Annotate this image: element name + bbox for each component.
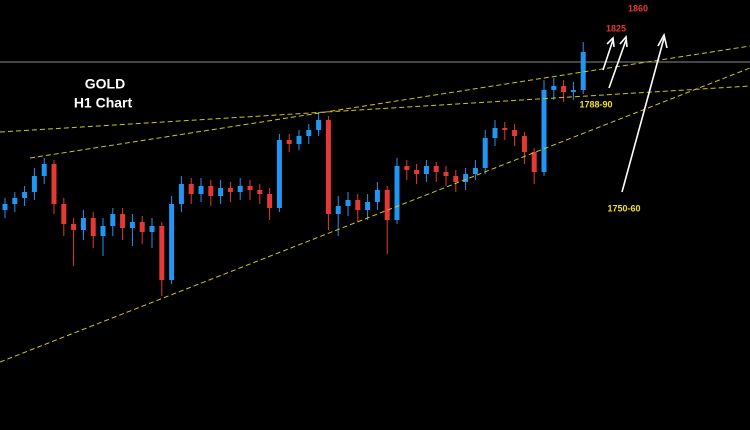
candle-body xyxy=(2,204,8,210)
candle-body xyxy=(423,166,429,174)
candle-body xyxy=(90,218,96,236)
candle-body xyxy=(472,168,478,174)
candle-body xyxy=(443,172,449,176)
candle-body xyxy=(384,190,390,220)
candle-body xyxy=(561,86,567,92)
candle-body xyxy=(120,214,126,228)
candle-body xyxy=(51,164,57,204)
chart-title: GOLD xyxy=(85,76,125,92)
candle-body xyxy=(139,222,145,232)
candle-body xyxy=(169,204,175,280)
candle-body xyxy=(512,130,518,136)
candle-body xyxy=(110,214,116,226)
candle-body xyxy=(414,170,420,174)
arrow-head xyxy=(657,32,668,49)
candle-body xyxy=(22,192,28,198)
arrow xyxy=(608,39,627,89)
candle-body xyxy=(227,188,233,192)
candle-body xyxy=(71,224,77,230)
candle-body xyxy=(335,206,341,214)
candle-body xyxy=(178,184,184,204)
candle-body xyxy=(355,200,361,210)
candle-body xyxy=(257,190,263,194)
arrow-head xyxy=(619,35,628,48)
candle-body xyxy=(316,120,322,130)
candle-body xyxy=(433,166,439,172)
candle-body xyxy=(345,200,351,206)
candle-body xyxy=(218,188,224,196)
candle-body xyxy=(492,128,498,138)
trend-line xyxy=(29,45,750,159)
candle-body xyxy=(374,190,380,202)
trend-line xyxy=(0,67,750,363)
candle-body xyxy=(521,136,527,152)
candle-body xyxy=(80,218,86,230)
trend-line xyxy=(0,85,750,133)
candle-body xyxy=(129,222,135,228)
candle-body xyxy=(237,186,243,192)
candle-body xyxy=(463,174,469,182)
candle-body xyxy=(306,130,312,136)
candle-body xyxy=(149,226,155,232)
candle-body xyxy=(31,176,37,192)
candle-body xyxy=(12,198,18,204)
annotation: 1788-90 xyxy=(579,99,612,109)
candle-body xyxy=(325,120,331,214)
chart-subtitle: H1 Chart xyxy=(74,95,133,111)
candle-body xyxy=(570,90,576,92)
candle-body xyxy=(267,194,273,208)
candle-body xyxy=(296,136,302,144)
candle-body xyxy=(453,176,459,182)
candle-body xyxy=(404,166,410,170)
candle-body xyxy=(531,152,537,172)
candle-body xyxy=(551,86,557,90)
candle-body xyxy=(286,140,292,144)
arrow xyxy=(602,39,614,71)
arrows xyxy=(602,32,668,193)
arrow xyxy=(621,37,665,193)
candle-body xyxy=(502,128,508,130)
candle-body xyxy=(276,140,282,208)
candle-body xyxy=(365,202,371,210)
candle-body xyxy=(198,186,204,194)
candle-body xyxy=(61,204,67,224)
annotation: 1860 xyxy=(628,3,648,13)
candle-body xyxy=(100,226,106,236)
candle-body xyxy=(41,164,47,176)
candles xyxy=(2,42,586,296)
annotation: 1825 xyxy=(606,23,626,33)
arrow-head xyxy=(606,36,615,48)
candle-body xyxy=(247,186,253,190)
candle-body xyxy=(208,186,214,196)
candle-body xyxy=(188,184,194,194)
candle-body xyxy=(541,90,547,172)
annotation: 1750-60 xyxy=(607,203,640,213)
candle-body xyxy=(394,166,400,220)
candle-body xyxy=(580,52,586,90)
candle-body xyxy=(159,226,165,280)
candle-body xyxy=(482,138,488,168)
